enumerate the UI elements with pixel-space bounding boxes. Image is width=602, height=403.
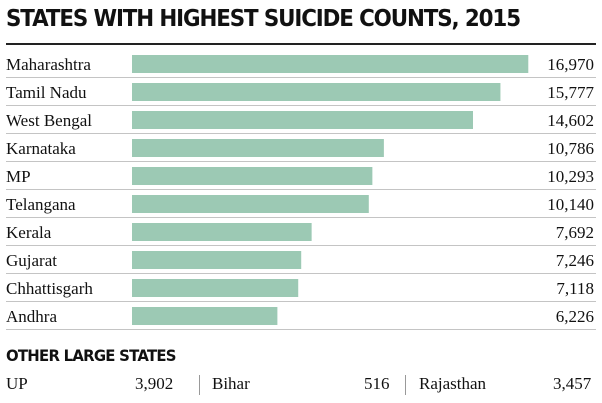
chart-title: STATES WITH HIGHEST SUICIDE COUNTS, 2015	[6, 6, 521, 32]
value-label: 10,293	[547, 167, 594, 186]
other-states-row: UP 3,902 Bihar 516 Rajasthan 3,457	[0, 372, 602, 396]
value-label: 14,602	[547, 111, 594, 130]
category-label: MP	[6, 167, 31, 186]
value-label: 7,246	[556, 251, 594, 270]
bar	[132, 83, 501, 101]
other-states-separator	[199, 375, 200, 395]
bar	[132, 139, 384, 157]
category-label: Kerala	[6, 223, 52, 242]
value-label: 6,226	[556, 307, 594, 326]
title-underline	[6, 43, 596, 45]
category-label: Tamil Nadu	[6, 83, 87, 102]
other-states-separator	[405, 375, 406, 395]
bar	[132, 167, 373, 185]
category-label: West Bengal	[6, 111, 92, 130]
category-label: Karnataka	[6, 139, 76, 158]
value-label: 7,118	[556, 279, 594, 298]
value-label: 7,692	[556, 223, 594, 242]
bar	[132, 195, 369, 213]
category-label: Chhattisgarh	[6, 279, 93, 298]
bar	[132, 279, 299, 297]
value-label: 10,786	[547, 139, 594, 158]
bar	[132, 111, 473, 129]
other-states-heading: OTHER LARGE STATES	[6, 346, 177, 365]
value-label: 15,777	[547, 83, 594, 102]
category-label: Telangana	[6, 195, 76, 214]
value-label: 10,140	[547, 195, 594, 214]
other-state-rajasthan-label: Rajasthan	[419, 374, 487, 393]
bar	[132, 251, 302, 269]
bar	[132, 55, 529, 73]
other-state-bihar-label: Bihar	[212, 374, 250, 393]
bar-chart: Maharashtra 16,970 Tamil Nadu 15,777 West Be…	[6, 55, 596, 330]
other-state-rajasthan-value: 3,457	[553, 374, 592, 393]
category-label: Gujarat	[6, 251, 57, 270]
other-state-up-label: UP	[6, 374, 28, 393]
category-label: Andhra	[6, 307, 57, 326]
other-state-bihar-value: 516	[364, 374, 390, 393]
bar	[132, 307, 278, 325]
category-label: Maharashtra	[6, 55, 91, 74]
other-state-up-value: 3,902	[135, 374, 174, 393]
value-label: 16,970	[547, 55, 594, 74]
bar	[132, 223, 312, 241]
